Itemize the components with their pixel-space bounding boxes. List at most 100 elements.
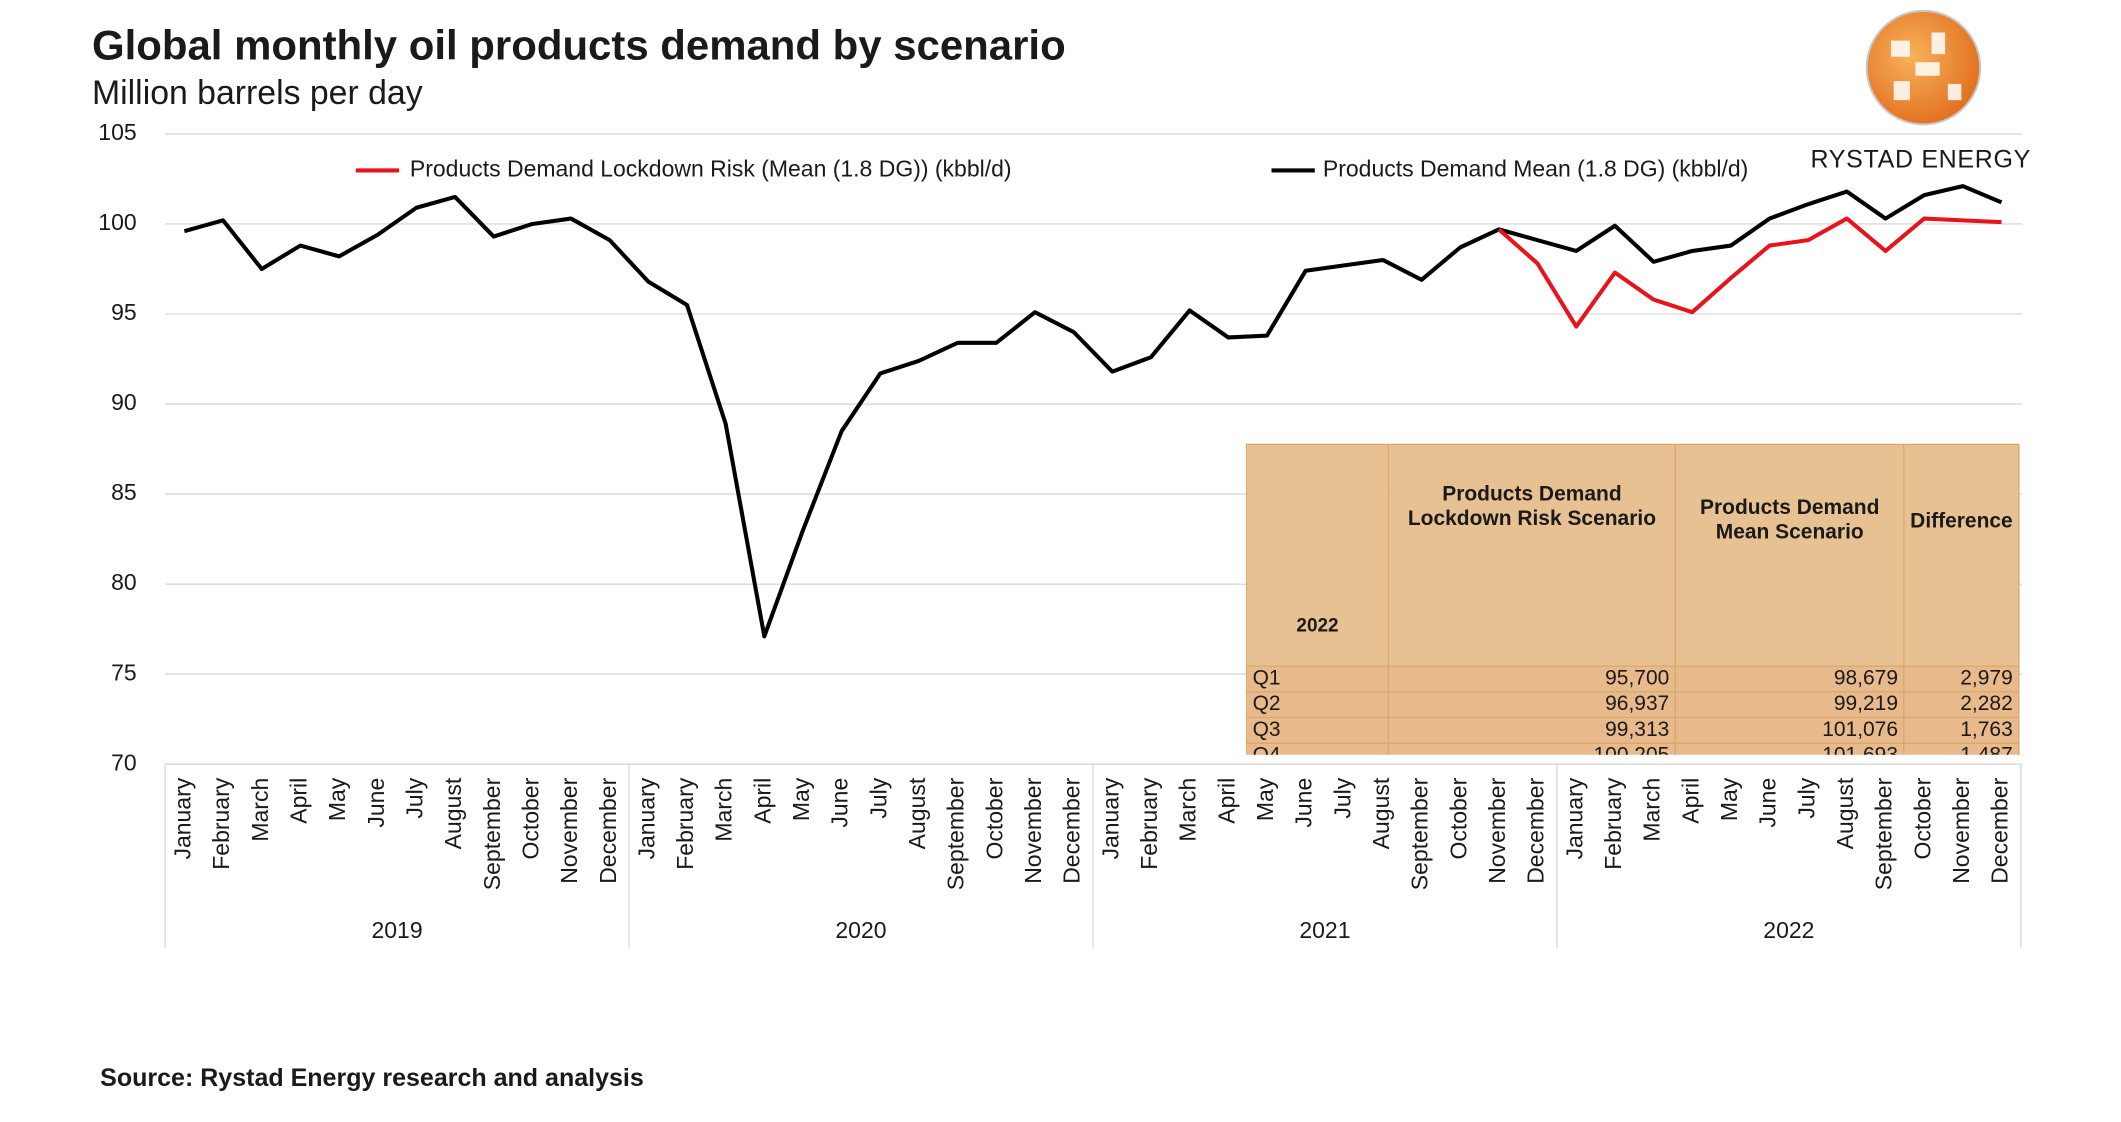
table-row: Q4100,205101,6931,487 — [1245, 742, 2020, 755]
x-tick-label: June — [1291, 778, 1317, 828]
x-tick-label: August — [904, 777, 930, 849]
x-tick-label: October — [981, 777, 1007, 859]
logo-text: RYSTAD ENERGY — [1810, 146, 2031, 174]
source-note: Source: Rystad Energy research and analy… — [100, 1064, 644, 1092]
legend-label: Products Demand Lockdown Risk (Mean (1.8… — [410, 156, 1012, 182]
table-cell: 2,979 — [1903, 665, 2020, 693]
y-tick-label: 100 — [98, 209, 136, 235]
y-tick-label: 70 — [111, 749, 137, 775]
table-header-cell: Difference — [1903, 443, 2020, 667]
x-tick-label: March — [247, 778, 273, 842]
table-cell: 101,693 — [1674, 742, 1905, 755]
x-tick-label: October — [517, 777, 543, 859]
x-tick-label: October — [1909, 777, 1935, 859]
table-cell: 98,679 — [1674, 665, 1905, 693]
series-line — [183, 184, 2003, 639]
x-tick-label: November — [1948, 777, 1974, 883]
table-row: Q1 95,700 98,679 2,979 — [1245, 665, 2020, 693]
table-header-row: 2022 Products Demand Lockdown Risk Scenar… — [1245, 443, 2020, 667]
x-tick-label: April — [749, 778, 775, 824]
logo-pattern — [1891, 32, 1962, 101]
table-cell: 99,219 — [1674, 691, 1905, 719]
x-tick-label: September — [1871, 777, 1897, 890]
series-line — [1497, 216, 2002, 329]
x-tick-label: April — [285, 778, 311, 824]
x-tick-label: June — [827, 778, 853, 828]
x-tick-label: July — [1793, 777, 1819, 818]
table-row: Q2 96,937 99,219 2,282 — [1245, 691, 2020, 719]
logo: RYSTAD ENERGY — [1810, 9, 2031, 174]
x-tick-label: August — [1368, 777, 1394, 849]
table-cell: 1,487 — [1903, 742, 2020, 755]
x-tick-label: March — [711, 778, 737, 842]
x-tick-label: February — [208, 777, 234, 869]
x-tick-label: January — [633, 777, 659, 859]
x-tick-label: May — [788, 777, 814, 821]
table-wrap: 2022 Products Demand Lockdown Risk Scenar… — [1245, 443, 2021, 755]
logo-ring — [1865, 9, 1982, 126]
x-tick-label: June — [363, 778, 389, 828]
x-tick-label: March — [1639, 778, 1665, 842]
x-tick-label: December — [1987, 777, 2013, 883]
x-tick-label: April — [1213, 778, 1239, 824]
x-tick-label: January — [1097, 777, 1123, 859]
x-tick-label: July — [1329, 777, 1355, 818]
table-cell: 101,076 — [1674, 716, 1905, 744]
x-tick-label: February — [1600, 777, 1626, 869]
table-cell: Q1 — [1245, 665, 1390, 693]
x-tick-label: January — [169, 777, 195, 859]
x-tick-label: September — [943, 777, 969, 890]
x-tick-label: March — [1175, 778, 1201, 842]
table-cell: 99,313 — [1387, 716, 1677, 744]
y-tick-label: 105 — [98, 119, 136, 145]
table-header-cell: Products Demand Lockdown Risk Scenario — [1387, 443, 1677, 667]
table-cell: Q4 — [1245, 742, 1390, 755]
table-cell: 100,205 — [1387, 742, 1677, 755]
table-header-cell: Products Demand Mean Scenario — [1674, 443, 1905, 667]
chart-subtitle: Million barrels per day — [92, 74, 423, 112]
year-label: 2021 — [1299, 917, 1350, 943]
table-cell: 1,763 — [1903, 716, 2020, 744]
table-header-cell: 2022 — [1245, 443, 1390, 667]
x-tick-label: November — [1484, 777, 1510, 883]
x-tick-label: October — [1445, 777, 1471, 859]
x-tick-label: August — [1832, 777, 1858, 849]
x-tick-label: July — [865, 777, 891, 818]
x-tick-label: January — [1561, 777, 1587, 859]
x-tick-label: May — [324, 777, 350, 821]
table-cell: 96,937 — [1387, 691, 1677, 719]
y-tick-label: 90 — [111, 389, 137, 415]
data-table: 2022 Products Demand Lockdown Risk Scenar… — [1245, 443, 2020, 755]
x-tick-label: September — [479, 777, 505, 890]
x-tick-label: December — [1523, 777, 1549, 883]
table-cell: 2,282 — [1903, 691, 2020, 719]
chart-title: Global monthly oil products demand by sc… — [92, 22, 1066, 69]
x-tick-label: September — [1407, 777, 1433, 890]
legend-label: Products Demand Mean (1.8 DG) (kbbl/d) — [1323, 156, 1748, 182]
x-tick-label: April — [1677, 778, 1703, 824]
y-tick-label: 85 — [111, 479, 137, 505]
table-row: Q3 99,313 101,076 1,763 — [1245, 716, 2020, 744]
table-cell: 95,700 — [1387, 665, 1677, 693]
year-label: 2022 — [1763, 917, 1814, 943]
x-tick-label: August — [440, 777, 466, 849]
x-tick-label: February — [1136, 777, 1162, 869]
x-tick-label: May — [1716, 777, 1742, 821]
y-tick-label: 95 — [111, 299, 137, 325]
x-tick-label: June — [1755, 778, 1781, 828]
x-tick-label: May — [1252, 777, 1278, 821]
table-cell: Q3 — [1245, 716, 1390, 744]
year-label: 2020 — [835, 917, 886, 943]
x-tick-label: November — [1020, 777, 1046, 883]
y-tick-label: 75 — [111, 659, 137, 685]
x-tick-label: February — [672, 777, 698, 869]
y-tick-label: 80 — [111, 569, 137, 595]
x-tick-label: December — [1059, 777, 1085, 883]
x-tick-label: July — [401, 777, 427, 818]
year-label: 2019 — [371, 917, 422, 943]
x-tick-label: November — [556, 777, 582, 883]
x-tick-label: December — [595, 777, 621, 883]
